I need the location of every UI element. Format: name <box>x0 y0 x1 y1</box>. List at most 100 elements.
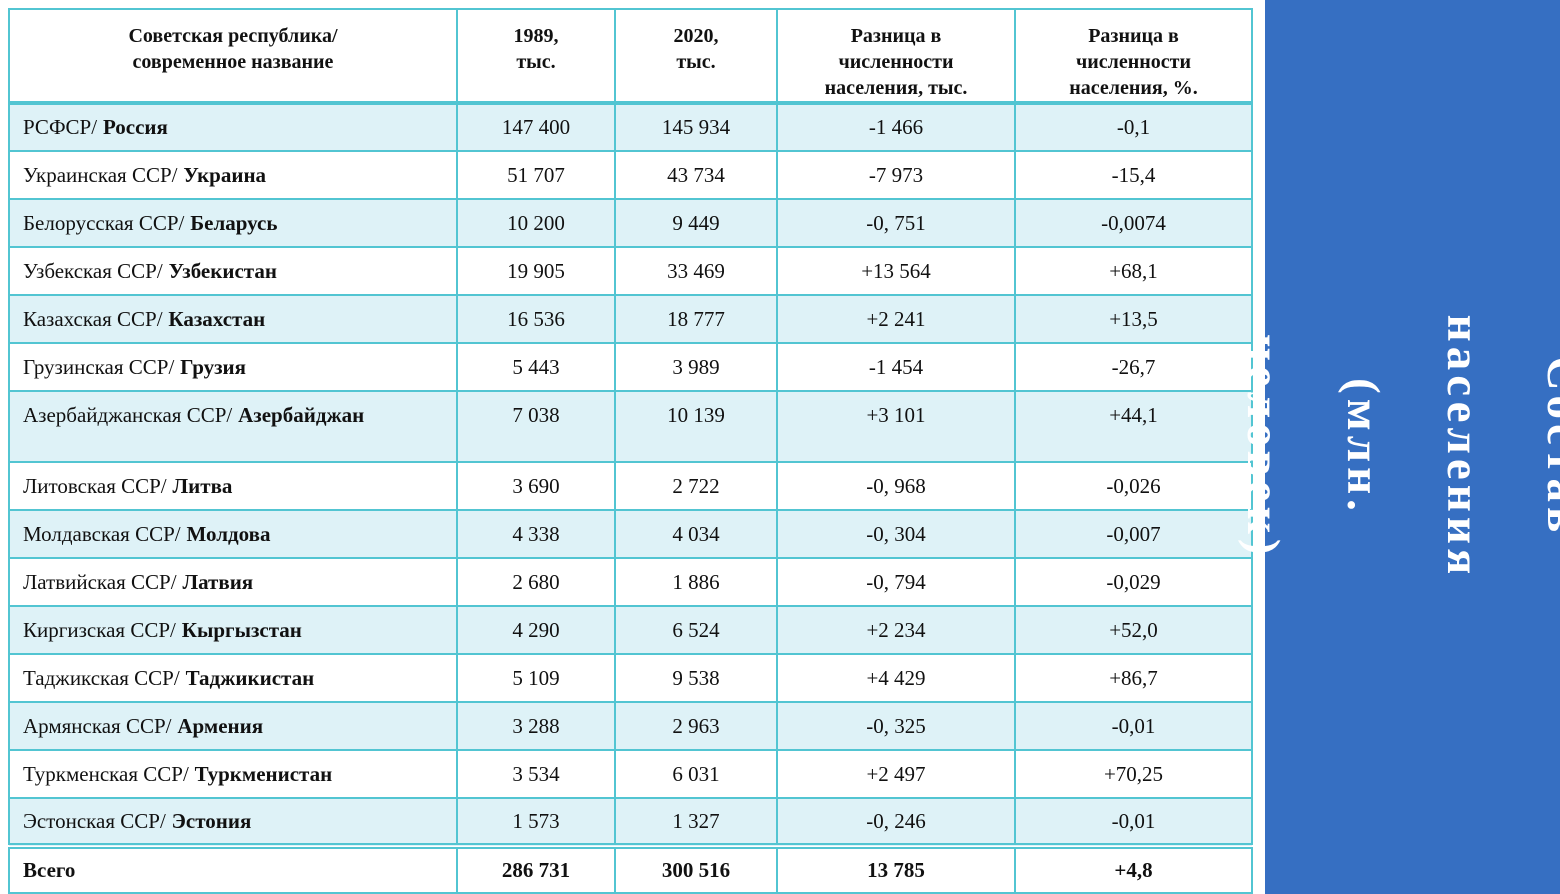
pop-2020-cell: 9 449 <box>614 198 778 248</box>
republic-modern-name: Грузия <box>180 354 246 379</box>
table-row: Узбекская ССР/Узбекистан 19 905 33 469 +… <box>8 246 1253 296</box>
table-row: Казахская ССР/Казахстан 16 536 18 777 +2… <box>8 294 1253 344</box>
pop-2020-cell: 10 139 <box>614 390 778 463</box>
republic-soviet-name: Грузинская ССР/ <box>23 354 175 379</box>
republic-cell: Туркменская ССР/Туркменистан <box>8 749 458 799</box>
total-diff-thousands: 13 785 <box>776 843 1016 894</box>
pop-2020-cell: 1 327 <box>614 797 778 847</box>
total-label: Всего <box>8 843 458 894</box>
diff-percent-cell: -0,01 <box>1014 797 1253 847</box>
diff-thousands-cell: -0, 968 <box>776 461 1016 511</box>
pop-2020-cell: 18 777 <box>614 294 778 344</box>
table-row: РСФСР/Россия 147 400 145 934 -1 466 -0,1 <box>8 102 1253 152</box>
diff-thousands-cell: +4 429 <box>776 653 1016 703</box>
diff-thousands-cell: +13 564 <box>776 246 1016 296</box>
republic-cell: Азербайджанская ССР/Азербайджан <box>8 390 458 463</box>
republic-modern-name: Таджикистан <box>185 665 315 690</box>
republic-cell: Белорусская ССР/Беларусь <box>8 198 458 248</box>
total-2020: 300 516 <box>614 843 778 894</box>
pop-2020-cell: 4 034 <box>614 509 778 559</box>
diff-thousands-cell: +2 497 <box>776 749 1016 799</box>
republic-modern-name: Беларусь <box>190 210 278 235</box>
republic-soviet-name: Литовская ССР/ <box>23 473 167 498</box>
table-row: Белорусская ССР/Беларусь 10 200 9 449 -0… <box>8 198 1253 248</box>
republic-cell: РСФСР/Россия <box>8 102 458 152</box>
diff-percent-cell: -0,1 <box>1014 102 1253 152</box>
table-row: Молдавская ССР/Молдова 4 338 4 034 -0, 3… <box>8 509 1253 559</box>
diff-percent-cell: -26,7 <box>1014 342 1253 392</box>
pop-1989-cell: 3 690 <box>456 461 616 511</box>
republic-soviet-name: Узбекская ССР/ <box>23 258 163 283</box>
republic-modern-name: Молдова <box>186 521 271 546</box>
republic-soviet-name: Молдавская ССР/ <box>23 521 181 546</box>
republic-soviet-name: Украинская ССР/ <box>23 162 178 187</box>
pop-1989-cell: 1 573 <box>456 797 616 847</box>
diff-percent-cell: -0,026 <box>1014 461 1253 511</box>
republic-soviet-name: Эстонская ССР/ <box>23 808 166 833</box>
diff-thousands-cell: -0, 304 <box>776 509 1016 559</box>
pop-1989-cell: 16 536 <box>456 294 616 344</box>
side-banner: Состав населения (млн. человек) <box>1237 0 1560 894</box>
republic-modern-name: Туркменистан <box>194 761 333 786</box>
banner-title: Состав населения (млн. человек) <box>1236 314 1560 580</box>
diff-thousands-cell: -0, 794 <box>776 557 1016 607</box>
republic-modern-name: Азербайджан <box>238 403 365 427</box>
republic-soviet-name: Таджикская ССР/ <box>23 665 180 690</box>
header-row: Советская республика/ современное назван… <box>8 8 1253 105</box>
pop-2020-cell: 145 934 <box>614 102 778 152</box>
diff-percent-cell: +13,5 <box>1014 294 1253 344</box>
header-1989: 1989, тыс. <box>456 8 616 105</box>
diff-thousands-cell: -0, 751 <box>776 198 1016 248</box>
republic-cell: Армянская ССР/Армения <box>8 701 458 751</box>
pop-1989-cell: 19 905 <box>456 246 616 296</box>
diff-percent-cell: -0,01 <box>1014 701 1253 751</box>
pop-2020-cell: 43 734 <box>614 150 778 200</box>
republic-cell: Грузинская ССР/Грузия <box>8 342 458 392</box>
total-diff-percent: +4,8 <box>1014 843 1253 894</box>
total-row: Всего 286 731 300 516 13 785 +4,8 <box>8 843 1253 894</box>
diff-percent-cell: -0,007 <box>1014 509 1253 559</box>
diff-percent-cell: +86,7 <box>1014 653 1253 703</box>
population-table: Советская республика/ современное назван… <box>8 8 1253 894</box>
header-republic: Советская республика/ современное назван… <box>8 8 458 105</box>
pop-2020-cell: 9 538 <box>614 653 778 703</box>
table-row: Таджикская ССР/Таджикистан 5 109 9 538 +… <box>8 653 1253 703</box>
pop-1989-cell: 7 038 <box>456 390 616 463</box>
diff-percent-cell: +68,1 <box>1014 246 1253 296</box>
table-row: Латвийская ССР/Латвия 2 680 1 886 -0, 79… <box>8 557 1253 607</box>
table-row: Украинская ССР/Украина 51 707 43 734 -7 … <box>8 150 1253 200</box>
pop-1989-cell: 10 200 <box>456 198 616 248</box>
republic-soviet-name: Латвийская ССР/ <box>23 569 177 594</box>
diff-thousands-cell: -1 454 <box>776 342 1016 392</box>
republic-soviet-name: РСФСР/ <box>23 115 98 139</box>
table-row: Туркменская ССР/Туркменистан 3 534 6 031… <box>8 749 1253 799</box>
pop-1989-cell: 3 534 <box>456 749 616 799</box>
table-row: Эстонская ССР/Эстония 1 573 1 327 -0, 24… <box>8 797 1253 847</box>
republic-modern-name: Узбекистан <box>168 258 277 283</box>
table-row: Грузинская ССР/Грузия 5 443 3 989 -1 454… <box>8 342 1253 392</box>
republic-soviet-name: Киргизская ССР/ <box>23 617 176 642</box>
republic-cell: Таджикская ССР/Таджикистан <box>8 653 458 703</box>
diff-thousands-cell: +2 234 <box>776 605 1016 655</box>
republic-cell: Литовская ССР/Литва <box>8 461 458 511</box>
pop-1989-cell: 4 338 <box>456 509 616 559</box>
header-diff-thousands: Разница в численности населения, тыс. <box>776 8 1016 105</box>
pop-2020-cell: 33 469 <box>614 246 778 296</box>
pop-2020-cell: 6 031 <box>614 749 778 799</box>
pop-1989-cell: 4 290 <box>456 605 616 655</box>
republic-modern-name: Эстония <box>171 808 252 833</box>
diff-percent-cell: +70,25 <box>1014 749 1253 799</box>
diff-percent-cell: -0,029 <box>1014 557 1253 607</box>
pop-1989-cell: 147 400 <box>456 102 616 152</box>
pop-1989-cell: 5 109 <box>456 653 616 703</box>
table-row: Киргизская ССР/Кыргызстан 4 290 6 524 +2… <box>8 605 1253 655</box>
diff-thousands-cell: -0, 246 <box>776 797 1016 847</box>
diff-percent-cell: -15,4 <box>1014 150 1253 200</box>
republic-modern-name: Латвия <box>182 569 254 594</box>
republic-modern-name: Кыргызстан <box>181 617 302 642</box>
diff-percent-cell: +52,0 <box>1014 605 1253 655</box>
republic-soviet-name: Белорусская ССР/ <box>23 210 185 235</box>
diff-thousands-cell: -7 973 <box>776 150 1016 200</box>
total-1989: 286 731 <box>456 843 616 894</box>
